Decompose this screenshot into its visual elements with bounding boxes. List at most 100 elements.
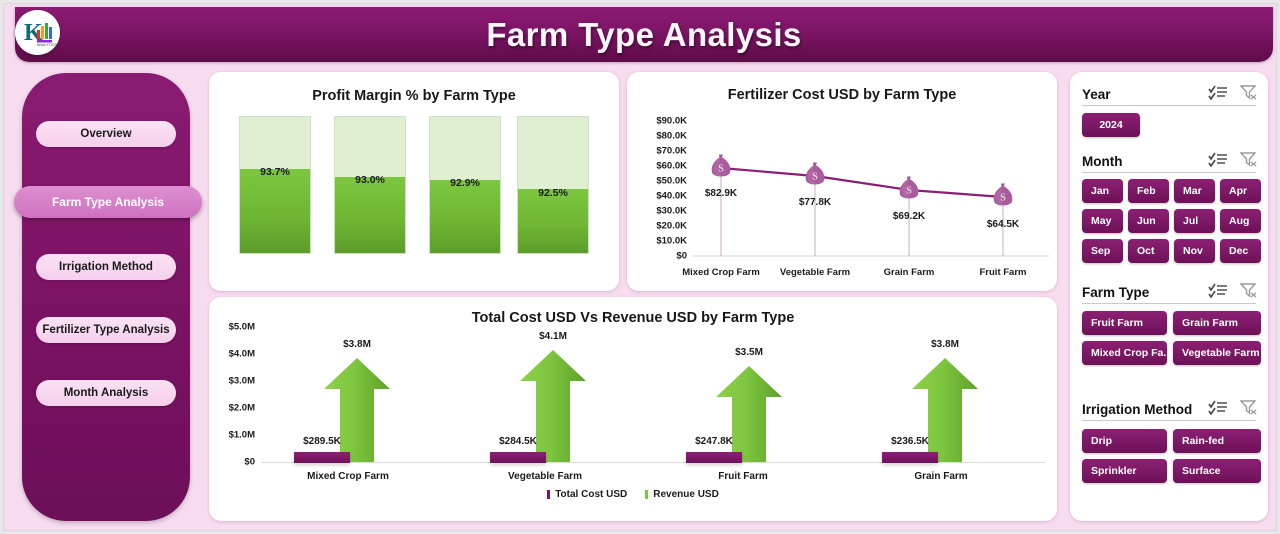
slicer-option-month[interactable]: May bbox=[1082, 209, 1123, 233]
line-plot bbox=[693, 166, 1049, 257]
bar-group[interactable]: 93.7% Grain Farm bbox=[239, 116, 311, 315]
slicer-option-irrigation-method[interactable]: Sprinkler bbox=[1082, 459, 1167, 483]
slicer-option-month[interactable]: Apr bbox=[1220, 179, 1261, 203]
y-axis-tick: $40.0K bbox=[656, 190, 687, 202]
slicer-option-irrigation-method[interactable]: Drip bbox=[1082, 429, 1167, 453]
legend-swatch-icon bbox=[645, 490, 649, 499]
clear-filter-icon[interactable] bbox=[1239, 151, 1258, 172]
slicer-option-farm-type[interactable]: Vegetable Farm bbox=[1173, 341, 1261, 365]
legend-item-total-cost[interactable]: Total Cost USD bbox=[547, 489, 627, 500]
slicer-option-month[interactable]: Jan bbox=[1082, 179, 1123, 203]
clear-filter-icon[interactable] bbox=[1239, 399, 1258, 420]
svg-text:S: S bbox=[1000, 193, 1006, 204]
money-bag-icon: S bbox=[802, 160, 828, 193]
revenue-data-label: $4.1M bbox=[539, 331, 567, 342]
bar-track bbox=[517, 116, 589, 254]
profit-margin-plot: 93.7% Grain Farm 93.0% Vegetable Farm 92… bbox=[239, 116, 589, 326]
bar-value-label: 92.9% bbox=[450, 177, 480, 189]
slicer-option-month[interactable]: Aug bbox=[1220, 209, 1261, 233]
slicer-option-month[interactable]: Nov bbox=[1174, 239, 1215, 263]
report-header: Farm Type Analysis bbox=[15, 7, 1273, 62]
kr-analytics-logo-icon: K ANALYTICS bbox=[15, 10, 60, 55]
sidebar-item-irrigation-method[interactable]: Irrigation Method bbox=[36, 254, 176, 280]
slicer-header-farm-type: Farm Type bbox=[1082, 280, 1258, 304]
y-axis-tick: $50.0K bbox=[656, 175, 687, 187]
y-axis-tick: $0 bbox=[676, 250, 687, 262]
legend-item-revenue[interactable]: Revenue USD bbox=[645, 489, 719, 500]
y-axis-tick: $4.0M bbox=[228, 348, 255, 360]
bar-group[interactable]: 92.9% Fruit Farm bbox=[429, 116, 501, 315]
total-cost-bar[interactable] bbox=[686, 452, 742, 463]
svg-text:S: S bbox=[812, 172, 818, 183]
multi-select-icon[interactable] bbox=[1208, 399, 1228, 420]
svg-text:S: S bbox=[906, 186, 912, 197]
sidebar-item-fertilizer-type-analysis[interactable]: Fertilizer Type Analysis bbox=[36, 317, 176, 343]
fertilizer-cost-chart-card[interactable]: Fertilizer Cost USD by Farm Type $90.0K … bbox=[627, 72, 1057, 291]
total-cost-bar[interactable] bbox=[882, 452, 938, 463]
bar-value-label: 92.5% bbox=[538, 187, 568, 199]
sidebar-item-label: Fertilizer Type Analysis bbox=[42, 324, 170, 336]
bar-value-label: 93.7% bbox=[260, 166, 290, 178]
total-cost-data-label: $236.5K bbox=[891, 436, 929, 447]
bar-value-label: 93.0% bbox=[355, 174, 385, 186]
slicer-divider bbox=[1082, 105, 1256, 106]
total-cost-vs-revenue-chart-card[interactable]: Total Cost USD Vs Revenue USD by Farm Ty… bbox=[209, 297, 1057, 521]
y-axis-tick: $30.0K bbox=[656, 205, 687, 217]
y-axis-tick: $90.0K bbox=[656, 115, 687, 127]
slicer-option-month[interactable]: Feb bbox=[1128, 179, 1169, 203]
x-axis-tick: Mixed Crop Farm bbox=[307, 471, 389, 482]
y-axis-tick: $2.0M bbox=[228, 402, 255, 414]
sidebar-item-farm-type-analysis[interactable]: Farm Type Analysis bbox=[14, 186, 202, 218]
sidebar-item-month-analysis[interactable]: Month Analysis bbox=[36, 380, 176, 406]
money-bag-icon: S bbox=[896, 174, 922, 207]
data-label: $69.2K bbox=[892, 211, 926, 222]
clear-filter-icon[interactable] bbox=[1239, 282, 1258, 303]
sidebar-item-overview[interactable]: Overview bbox=[36, 121, 176, 147]
chart-title: Profit Margin % by Farm Type bbox=[312, 88, 516, 104]
svg-text:K: K bbox=[24, 20, 43, 46]
x-axis-tick: Fruit Farm bbox=[718, 471, 768, 482]
slicer-option-farm-type[interactable]: Mixed Crop Fa... bbox=[1082, 341, 1167, 365]
slicer-option-farm-type[interactable]: Fruit Farm bbox=[1082, 311, 1167, 335]
multi-select-icon[interactable] bbox=[1208, 84, 1228, 105]
slicer-divider bbox=[1082, 303, 1256, 304]
y-axis-tick: $5.0M bbox=[228, 321, 255, 333]
slicer-option-month[interactable]: Dec bbox=[1220, 239, 1261, 263]
slicer-option-irrigation-method[interactable]: Rain-fed bbox=[1173, 429, 1261, 453]
slicer-option-farm-type[interactable]: Grain Farm bbox=[1173, 311, 1261, 335]
slicer-option-month[interactable]: Mar bbox=[1174, 179, 1215, 203]
slicer-option-month[interactable]: Sep bbox=[1082, 239, 1123, 263]
revenue-arrows bbox=[324, 350, 978, 462]
filter-panel: Year 2024 Month Jan Feb Mar Apr May Jun bbox=[1070, 72, 1268, 521]
y-axis-tick: $70.0K bbox=[656, 145, 687, 157]
revenue-data-label: $3.8M bbox=[343, 339, 371, 350]
revenue-data-label: $3.5M bbox=[735, 347, 763, 358]
bar-fill bbox=[240, 168, 310, 253]
bar-group[interactable]: 92.5% Mixed Crop Farm bbox=[517, 116, 589, 326]
sidebar-item-label: Irrigation Method bbox=[59, 261, 153, 273]
slicer-divider bbox=[1082, 172, 1256, 173]
slicer-option-year[interactable]: 2024 bbox=[1082, 113, 1140, 137]
total-cost-bar[interactable] bbox=[294, 452, 350, 463]
bar-fill bbox=[518, 189, 588, 253]
slicer-option-irrigation-method[interactable]: Surface bbox=[1173, 459, 1261, 483]
slicer-option-month[interactable]: Oct bbox=[1128, 239, 1169, 263]
y-axis-tick: $10.0K bbox=[656, 235, 687, 247]
legend-swatch-icon bbox=[547, 490, 551, 499]
slicer-option-month[interactable]: Jul bbox=[1174, 209, 1215, 233]
profit-margin-chart-card[interactable]: Profit Margin % by Farm Type 93.7% Grain… bbox=[209, 72, 619, 326]
total-cost-bar[interactable] bbox=[490, 452, 546, 463]
page-title: Farm Type Analysis bbox=[486, 15, 802, 53]
slicer-header-year: Year bbox=[1082, 82, 1258, 106]
sidebar-nav: Overview Farm Type Analysis Irrigation M… bbox=[14, 73, 202, 521]
bar-group[interactable]: 93.0% Vegetable Farm bbox=[334, 116, 406, 326]
y-axis-tick: $80.0K bbox=[656, 130, 687, 142]
y-axis-tick: $20.0K bbox=[656, 220, 687, 232]
slicer-option-month[interactable]: Jun bbox=[1128, 209, 1169, 233]
multi-select-icon[interactable] bbox=[1208, 282, 1228, 303]
total-cost-data-label: $284.5K bbox=[499, 436, 537, 447]
multi-select-icon[interactable] bbox=[1208, 151, 1228, 172]
y-axis-tick: $3.0M bbox=[228, 375, 255, 387]
clear-filter-icon[interactable] bbox=[1239, 84, 1258, 105]
sidebar-item-label: Farm Type Analysis bbox=[51, 195, 165, 209]
